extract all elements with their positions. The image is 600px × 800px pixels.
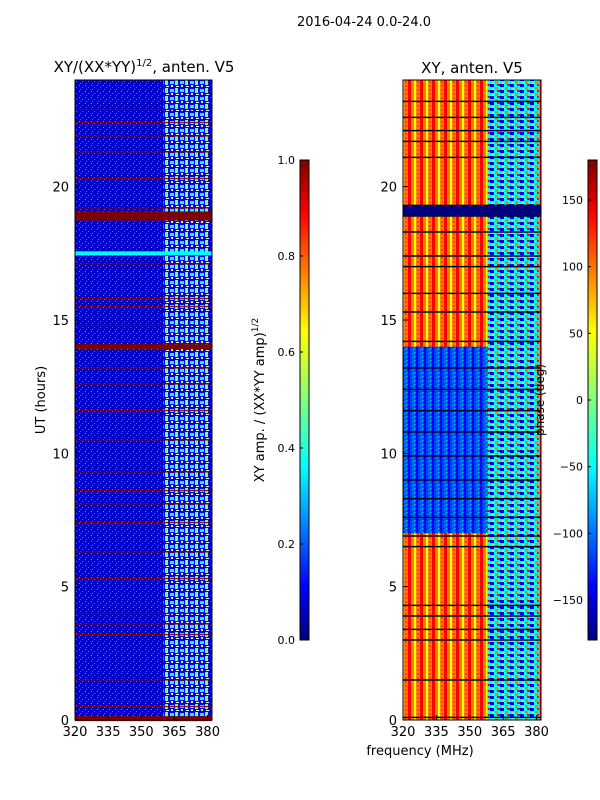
saturated-row bbox=[75, 716, 212, 722]
right-xtick-label: 320 bbox=[391, 725, 416, 740]
right-x-ticks: 320 335 350 365 380 bbox=[391, 715, 549, 740]
left-title-main: XY/(XX*YY) bbox=[54, 58, 137, 76]
right-colorbar: −150 −100 −50 0 50 100 150 phase (deg) bbox=[533, 159, 598, 641]
right-blue-block bbox=[403, 346, 488, 534]
right-axes-frame bbox=[402, 79, 542, 721]
right-colorbar-tick-label: −50 bbox=[560, 461, 583, 474]
left-colorbar-label-main: XY amp. / (XX*YY amp) bbox=[253, 332, 268, 482]
left-ytick-label: 15 bbox=[52, 314, 69, 329]
right-xtick-label: 350 bbox=[457, 725, 482, 740]
right-ytick-label: 5 bbox=[389, 581, 397, 596]
saturated-row bbox=[75, 344, 212, 350]
left-x-ticks: 320 335 350 365 380 bbox=[63, 715, 220, 740]
right-ytick-label: 10 bbox=[380, 447, 397, 462]
left-colorbar-tick-label: 1.0 bbox=[278, 154, 296, 167]
left-ytick-label: 5 bbox=[61, 581, 69, 596]
right-colorbar-tick-label: −150 bbox=[553, 594, 583, 607]
right-colorbar-tick-label: 0 bbox=[576, 394, 583, 407]
left-colorbar-tick-label: 0.2 bbox=[278, 538, 296, 551]
suptitle: 2016-04-24 0.0-24.0 bbox=[297, 15, 431, 30]
left-panel: XY/(XX*YY)1/2, anten. V5 320 335 350 365… bbox=[34, 58, 234, 740]
left-colorbar-tick-label: 0.6 bbox=[278, 346, 296, 359]
right-ytick-label: 0 bbox=[389, 714, 397, 729]
right-colorbar-tick-label: 150 bbox=[562, 194, 583, 207]
left-xtick-label: 350 bbox=[129, 725, 154, 740]
right-heatmap bbox=[402, 79, 542, 721]
left-xtick-label: 365 bbox=[162, 725, 187, 740]
left-axes-frame bbox=[74, 79, 213, 721]
left-colorbar-label: XY amp. / (XX*YY amp)1/2 bbox=[251, 318, 268, 482]
right-xtick-label: 335 bbox=[424, 725, 449, 740]
left-colorbar-ticks: 0.0 0.2 0.4 0.6 0.8 1.0 bbox=[278, 154, 303, 647]
right-dark-lines bbox=[403, 100, 541, 719]
left-xtick-label: 380 bbox=[195, 725, 220, 740]
left-colorbar-tick-label: 0.4 bbox=[278, 442, 296, 455]
left-colorbar-tick-label: 0.0 bbox=[278, 634, 296, 647]
left-y-ticks: 0 5 10 15 20 bbox=[52, 181, 80, 729]
dark-band bbox=[403, 205, 541, 216]
left-title-sup: 1/2 bbox=[136, 58, 152, 69]
left-saturated-rows bbox=[75, 211, 212, 722]
left-colorbar-gradient bbox=[299, 159, 310, 641]
right-panel: XY, anten. V5 320 335 350 365 380 0 5 10… bbox=[366, 59, 549, 759]
right-xtick-label: 365 bbox=[491, 725, 516, 740]
right-colorbar-tick-label: −100 bbox=[553, 527, 583, 540]
saturated-row bbox=[75, 251, 212, 256]
right-colorbar-label: phase (deg) bbox=[533, 364, 547, 436]
left-title-tail: , anten. V5 bbox=[152, 58, 234, 76]
right-xtick-label: 380 bbox=[524, 725, 549, 740]
left-y-axis-label: UT (hours) bbox=[34, 366, 49, 434]
left-ytick-label: 20 bbox=[52, 181, 69, 196]
left-colorbar-label-sup: 1/2 bbox=[251, 318, 261, 332]
right-ytick-label: 15 bbox=[380, 314, 397, 329]
shared-x-axis-label: frequency (MHz) bbox=[366, 744, 473, 759]
left-xtick-label: 335 bbox=[96, 725, 121, 740]
right-colorbar-tick-label: 100 bbox=[562, 261, 583, 274]
left-ytick-label: 10 bbox=[52, 447, 69, 462]
left-panel-title: XY/(XX*YY)1/2, anten. V5 bbox=[54, 58, 235, 76]
left-ytick-label: 0 bbox=[61, 714, 69, 729]
left-heatmap bbox=[74, 79, 213, 722]
right-panel-title: XY, anten. V5 bbox=[421, 59, 523, 77]
left-colorbar: 0.0 0.2 0.4 0.6 0.8 1.0 XY amp. / (XX*YY… bbox=[251, 154, 310, 647]
right-colorbar-tick-label: 50 bbox=[569, 327, 583, 340]
right-y-ticks: 0 5 10 15 20 bbox=[380, 181, 408, 729]
right-colorbar-ticks: −150 −100 −50 0 50 100 150 bbox=[553, 194, 591, 607]
right-mixed-band bbox=[487, 80, 539, 720]
left-flag-lines bbox=[75, 108, 212, 708]
right-ytick-label: 20 bbox=[380, 181, 397, 196]
left-xtick-label: 320 bbox=[63, 725, 88, 740]
left-colorbar-tick-label: 0.8 bbox=[278, 250, 296, 263]
saturated-row bbox=[75, 211, 212, 221]
